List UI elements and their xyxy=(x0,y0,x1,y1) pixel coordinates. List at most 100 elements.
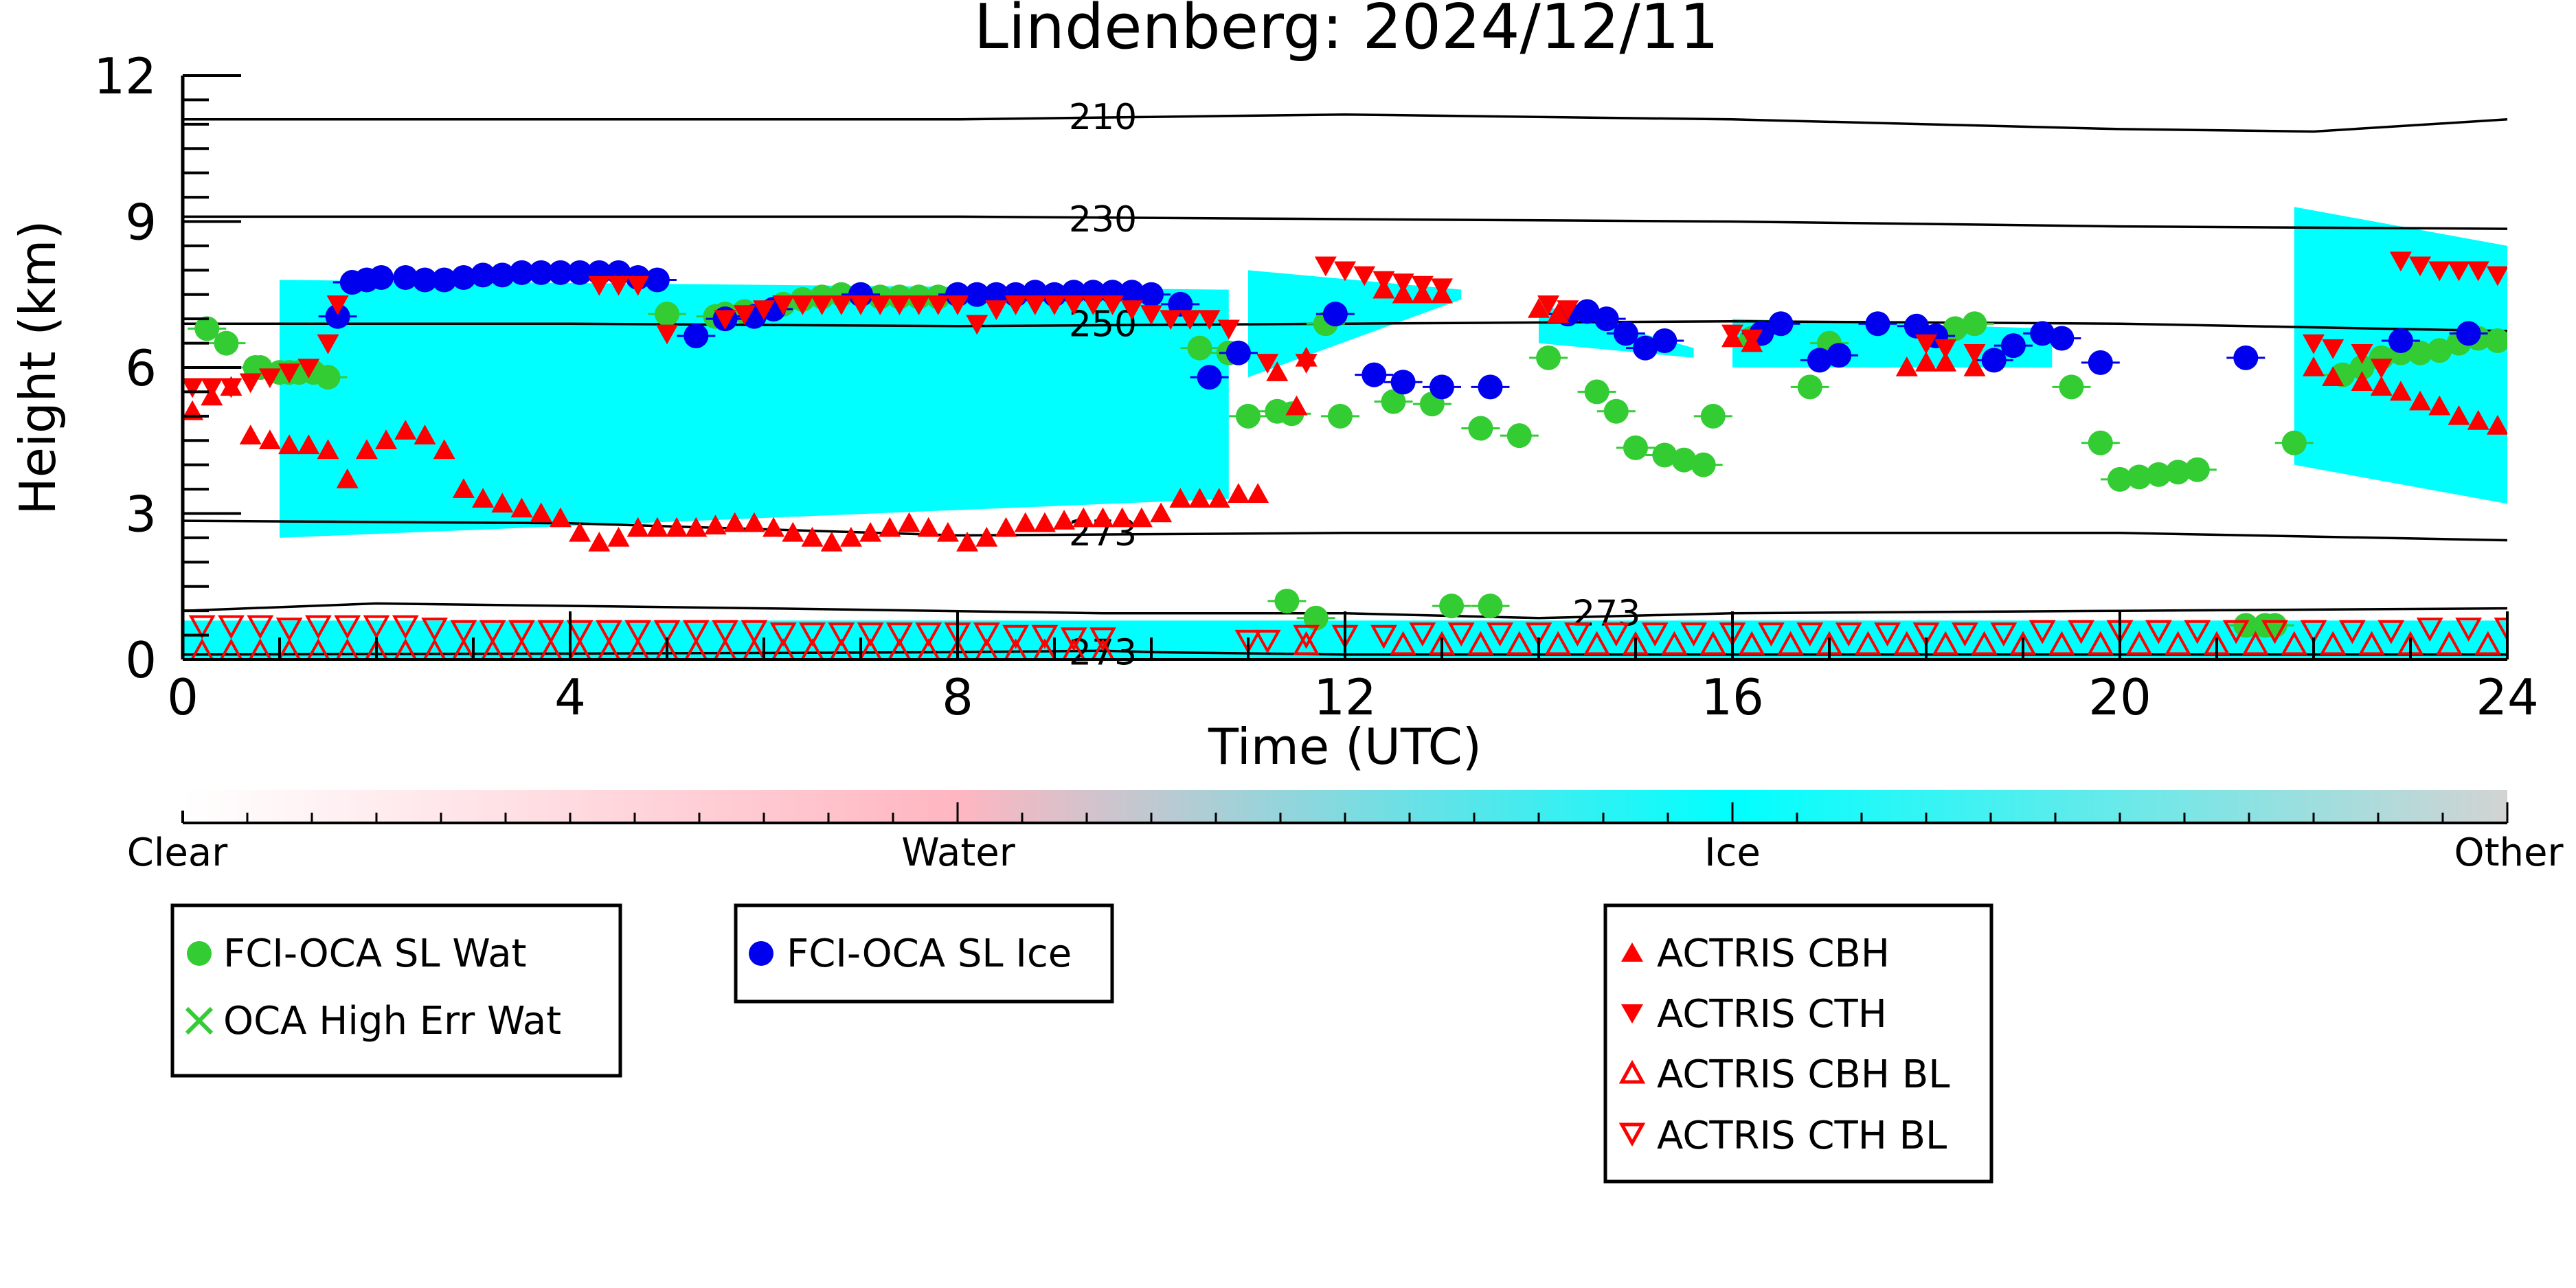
colorbar-label-other: Other xyxy=(2454,831,2564,875)
isotherm-line xyxy=(183,521,2507,540)
colorbar-label-clear: Clear xyxy=(127,831,228,875)
data-point xyxy=(655,302,679,326)
x-tick-label: 20 xyxy=(2088,668,2151,726)
data-point xyxy=(1362,363,1386,387)
x-tick-label: 24 xyxy=(2476,668,2539,726)
data-point xyxy=(1150,503,1172,523)
legend-ice: FCI-OCA SL Ice xyxy=(736,905,1112,1002)
data-point xyxy=(840,527,862,547)
data-point xyxy=(1769,311,1794,336)
legend-label-cbhbl: ACTRIS CBH BL xyxy=(1657,1052,1950,1097)
data-point xyxy=(2282,431,2307,455)
colorbar: Clear Water Ice Other xyxy=(127,790,2564,875)
data-point xyxy=(201,379,223,398)
data-point xyxy=(879,517,901,537)
data-point xyxy=(1315,256,1337,276)
data-point xyxy=(2049,326,2074,351)
data-point xyxy=(1228,483,1250,503)
legend-label-cthbl: ACTRIS CTH BL xyxy=(1657,1114,1947,1158)
data-point xyxy=(1963,311,1987,336)
data-point xyxy=(1507,423,1532,448)
y-tick-label: 3 xyxy=(125,486,157,543)
data-point xyxy=(1652,328,1677,353)
data-point xyxy=(240,373,262,393)
data-point xyxy=(1439,594,1464,618)
data-point xyxy=(683,324,708,348)
data-point xyxy=(1827,343,1851,368)
data-point xyxy=(1478,374,1503,399)
data-point xyxy=(1015,512,1037,532)
isotherm-line xyxy=(183,216,2507,229)
isotherm-label: 230 xyxy=(1069,199,1137,240)
data-point xyxy=(1274,589,1299,613)
data-point xyxy=(918,517,940,537)
data-point xyxy=(1701,404,1726,429)
data-point xyxy=(2185,457,2210,482)
data-point xyxy=(1430,374,1454,399)
data-point xyxy=(995,517,1017,537)
data-point xyxy=(2059,374,2084,399)
colorbar-label-ice: Ice xyxy=(1704,831,1761,875)
data-point xyxy=(782,522,804,542)
data-point xyxy=(1226,341,1251,365)
y-tick-label: 0 xyxy=(125,631,157,689)
data-point xyxy=(1034,512,1056,532)
data-point xyxy=(1197,365,1222,389)
data-point xyxy=(821,532,843,552)
data-point xyxy=(2088,350,2113,375)
data-point xyxy=(240,425,262,444)
data-point xyxy=(1604,399,1629,424)
x-axis-label: Time (UTC) xyxy=(1208,718,1482,776)
data-point xyxy=(2088,431,2113,455)
data-point xyxy=(1247,483,1269,503)
data-point xyxy=(259,429,281,449)
legend-marker-ice xyxy=(749,941,773,966)
data-point xyxy=(1691,453,1716,477)
data-point xyxy=(1585,379,1609,404)
data-point xyxy=(1478,594,1503,618)
data-point xyxy=(1188,336,1212,361)
isotherm-label: 210 xyxy=(1069,97,1137,138)
data-point xyxy=(1328,404,1353,429)
data-point xyxy=(645,268,670,293)
legend-label-wat: FCI-OCA SL Wat xyxy=(223,931,527,976)
legend-wat: FCI-OCA SL Wat OCA High Err Wat xyxy=(172,905,620,1076)
legend-actris: ACTRIS CBH ACTRIS CTH ACTRIS CBH BL ACTR… xyxy=(1605,905,1991,1182)
data-point xyxy=(1391,370,1416,394)
x-tick-label: 0 xyxy=(167,668,199,726)
isotherm-line xyxy=(183,115,2507,132)
legend-marker-wat xyxy=(187,941,212,966)
x-tick-label: 16 xyxy=(1701,668,1764,726)
data-point xyxy=(2388,328,2413,353)
data-point xyxy=(2233,346,2258,370)
y-tick-label: 9 xyxy=(125,194,157,251)
data-point xyxy=(1334,262,1356,282)
data-point xyxy=(1798,374,1822,399)
data-point xyxy=(2456,321,2481,346)
data-point xyxy=(1323,302,1348,326)
data-point xyxy=(214,331,238,356)
data-point xyxy=(899,512,920,532)
data-point xyxy=(1536,346,1561,370)
data-point xyxy=(1866,311,1890,336)
data-point xyxy=(1236,404,1261,429)
data-point xyxy=(316,365,341,389)
x-tick-label: 8 xyxy=(942,668,973,726)
data-point xyxy=(608,527,630,547)
chart-title: Lindenberg: 2024/12/11 xyxy=(974,0,1719,63)
data-point xyxy=(2485,328,2510,353)
data-point xyxy=(937,522,959,542)
data-point xyxy=(1623,436,1648,460)
data-point xyxy=(762,517,784,537)
data-point xyxy=(588,532,610,552)
legend-label-higherr: OCA High Err Wat xyxy=(223,999,561,1043)
x-tick-label: 4 xyxy=(554,668,586,726)
legend-label-cbh: ACTRIS CBH xyxy=(1657,931,1890,976)
legend-label-ice: FCI-OCA SL Ice xyxy=(787,931,1072,976)
data-point xyxy=(181,379,203,398)
data-point xyxy=(1139,282,1164,307)
y-tick-label: 6 xyxy=(125,339,157,397)
y-tick-label: 12 xyxy=(93,47,157,105)
data-point xyxy=(1468,416,1493,441)
